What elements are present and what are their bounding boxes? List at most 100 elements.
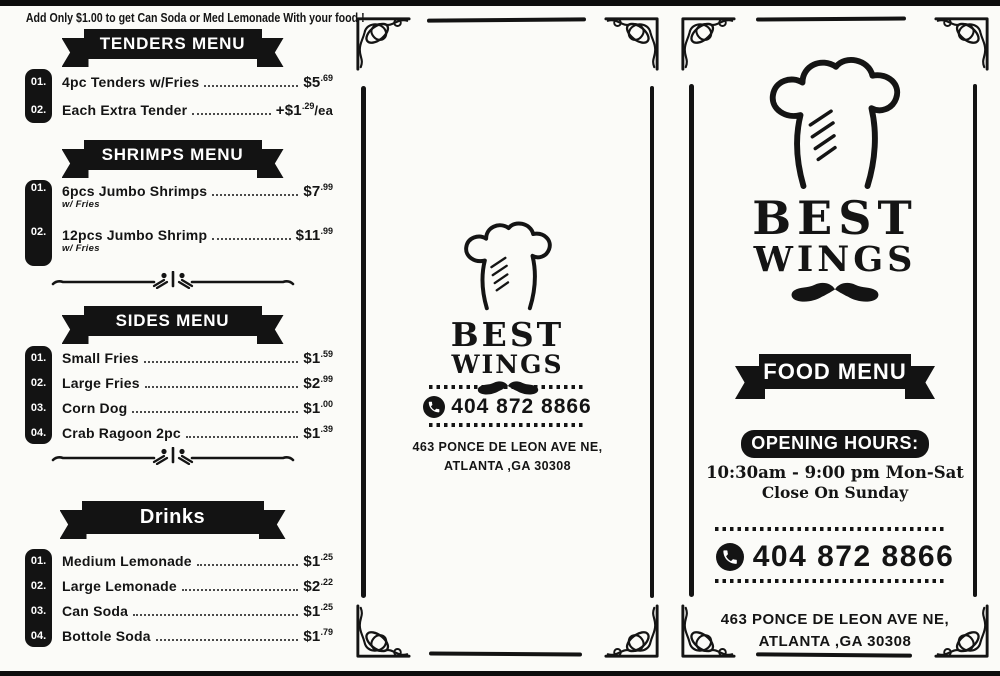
- item-name: Medium Lemonade: [62, 552, 192, 569]
- hours-line2: Close On Sunday: [761, 483, 909, 502]
- street-address: 463 PONCE DE LEON AVE NE, ATLANTA ,GA 30…: [670, 609, 1000, 653]
- menu-item-row: 01. Small Fries $1.59: [25, 345, 333, 370]
- item-number: 03.: [30, 604, 47, 617]
- section-banner-sides: SIDES MENU: [83, 306, 262, 336]
- border-line: [428, 651, 583, 657]
- scan-edge-bottom: [0, 671, 1000, 676]
- shrimps-items: 01. 6pcs Jumbo Shrimps $7.99 w/ Fries 02…: [25, 179, 333, 267]
- street-address: 463 PONCE DE LEON AVE NE, ATLANTA ,GA 30…: [345, 438, 670, 477]
- item-price: $2.99: [303, 373, 333, 392]
- brand-logo: BEST WINGS: [345, 218, 670, 402]
- tenders-items: 01. 4pc Tenders w/Fries $5.69 02. Each E…: [25, 68, 333, 124]
- item-number: 02.: [30, 579, 47, 592]
- dotted-leader: [143, 360, 299, 363]
- scan-edge-top: [0, 0, 1000, 6]
- phone-handset-icon: [423, 396, 445, 418]
- section-divider-ornament: [48, 447, 298, 465]
- dotted-leader: [204, 85, 299, 87]
- item-name: Can Soda: [62, 602, 129, 619]
- dotted-leader: [155, 638, 299, 641]
- border-line: [361, 86, 366, 598]
- address-line2: ATLANTA ,GA 30308: [444, 459, 571, 474]
- dotted-rule: [429, 385, 584, 389]
- item-price: $1.25: [303, 601, 333, 620]
- item-name: Large Fries: [62, 374, 140, 391]
- chef-hat-icon: [756, 52, 914, 190]
- corner-flourish-icon: [354, 603, 412, 661]
- item-number: 02.: [30, 376, 47, 389]
- item-price: $11.99: [295, 226, 333, 244]
- border-line: [972, 84, 977, 597]
- corner-flourish-icon: [603, 14, 661, 72]
- drinks-items: 01. Medium Lemonade $1.25 02. Large Lemo…: [25, 548, 333, 648]
- item-number: 04.: [30, 629, 47, 642]
- border-line: [649, 86, 654, 598]
- center-cover-panel: BEST WINGS 404 872 8866 463 PONCE DE LEO…: [345, 6, 670, 670]
- item-number: 03.: [30, 401, 47, 414]
- menu-item-row: 01. 6pcs Jumbo Shrimps $7.99 w/ Fries: [25, 179, 333, 223]
- address-line1: 463 PONCE DE LEON AVE NE,: [720, 611, 950, 628]
- item-name: Corn Dog: [62, 399, 128, 416]
- menu-item-row: 01. 4pc Tenders w/Fries $5.69: [25, 68, 333, 96]
- item-name: Bottole Soda: [62, 627, 151, 644]
- item-price: $2.22: [303, 576, 333, 595]
- border-line: [689, 84, 694, 597]
- section-banner-shrimps: SHRIMPS MENU: [83, 140, 262, 170]
- dotted-leader: [185, 435, 299, 438]
- item-price: $7.99: [303, 182, 333, 200]
- menu-item-row: 02. Large Fries $2.99: [25, 370, 333, 395]
- dotted-leader: [144, 385, 299, 388]
- item-number: 01.: [30, 76, 47, 88]
- sides-items: 01. Small Fries $1.59 02. Large Fries $2…: [25, 345, 333, 445]
- chef-hat-icon: [455, 218, 561, 311]
- item-note: w/ Fries: [62, 199, 100, 210]
- phone-handset-icon: [716, 543, 744, 571]
- right-cover-panel: BEST WINGS FOOD MENU OPENING HOURS: 10:3…: [670, 6, 1000, 670]
- food-menu-label: FOOD MENU: [763, 358, 907, 384]
- dotted-rule: [715, 579, 947, 583]
- item-name: Each Extra Tender: [62, 102, 188, 118]
- section-title: SHRIMPS MENU: [101, 145, 244, 164]
- promo-banner: Add Only $1.00 to get Can Soda or Med Le…: [25, 11, 365, 25]
- item-number: 01.: [30, 351, 47, 364]
- address-line2: ATLANTA ,GA 30308: [758, 632, 912, 650]
- brand-logo: BEST WINGS: [670, 52, 1000, 310]
- item-price: $1.79: [303, 626, 333, 645]
- menu-item-row: 01. Medium Lemonade $1.25: [25, 548, 333, 573]
- mustache-icon: [789, 281, 881, 305]
- item-price: $1.25: [303, 551, 333, 570]
- dotted-leader: [196, 563, 299, 566]
- item-name: 4pc Tenders w/Fries: [62, 74, 200, 90]
- dotted-leader: [212, 194, 299, 196]
- brand-name-line1: BEST: [450, 315, 565, 354]
- item-name: Large Lemonade: [62, 577, 177, 594]
- corner-flourish-icon: [354, 14, 412, 72]
- menu-item-row: 03. Can Soda $1.25: [25, 598, 333, 623]
- item-price: $1.00: [303, 398, 333, 417]
- section-banner-tenders: TENDERS MENU: [83, 29, 262, 59]
- menu-item-row: 02. Each Extra Tender +$1.29/ea: [25, 96, 333, 124]
- dotted-leader: [133, 613, 299, 616]
- brand-name-line1: BEST: [752, 191, 918, 245]
- dotted-rule: [429, 423, 584, 427]
- food-menu-banner: FOOD MENU: [759, 354, 911, 389]
- item-number: 02.: [30, 226, 47, 238]
- phone-number: 404 872 8866: [451, 395, 592, 418]
- item-name: 12pcs Jumbo Shrimp: [62, 227, 208, 243]
- border-line: [755, 16, 907, 22]
- phone-row: 404 872 8866: [345, 395, 670, 419]
- phone-number: 404 872 8866: [752, 540, 955, 573]
- section-title: Drinks: [139, 506, 206, 528]
- section-title: TENDERS MENU: [99, 34, 246, 53]
- dotted-leader: [181, 588, 299, 591]
- item-name: 6pcs Jumbo Shrimps: [62, 183, 208, 199]
- item-price: $1.59: [303, 348, 333, 367]
- menu-item-row: 02. Large Lemonade $2.22: [25, 573, 333, 598]
- section-title: SIDES MENU: [115, 311, 230, 330]
- menu-item-row: 04. Crab Ragoon 2pc $1.39: [25, 420, 333, 445]
- dotted-leader: [192, 113, 271, 115]
- dotted-leader: [212, 238, 291, 240]
- dotted-rule: [715, 527, 947, 531]
- section-banner-drinks: Drinks: [81, 501, 264, 534]
- dotted-leader: [132, 410, 299, 413]
